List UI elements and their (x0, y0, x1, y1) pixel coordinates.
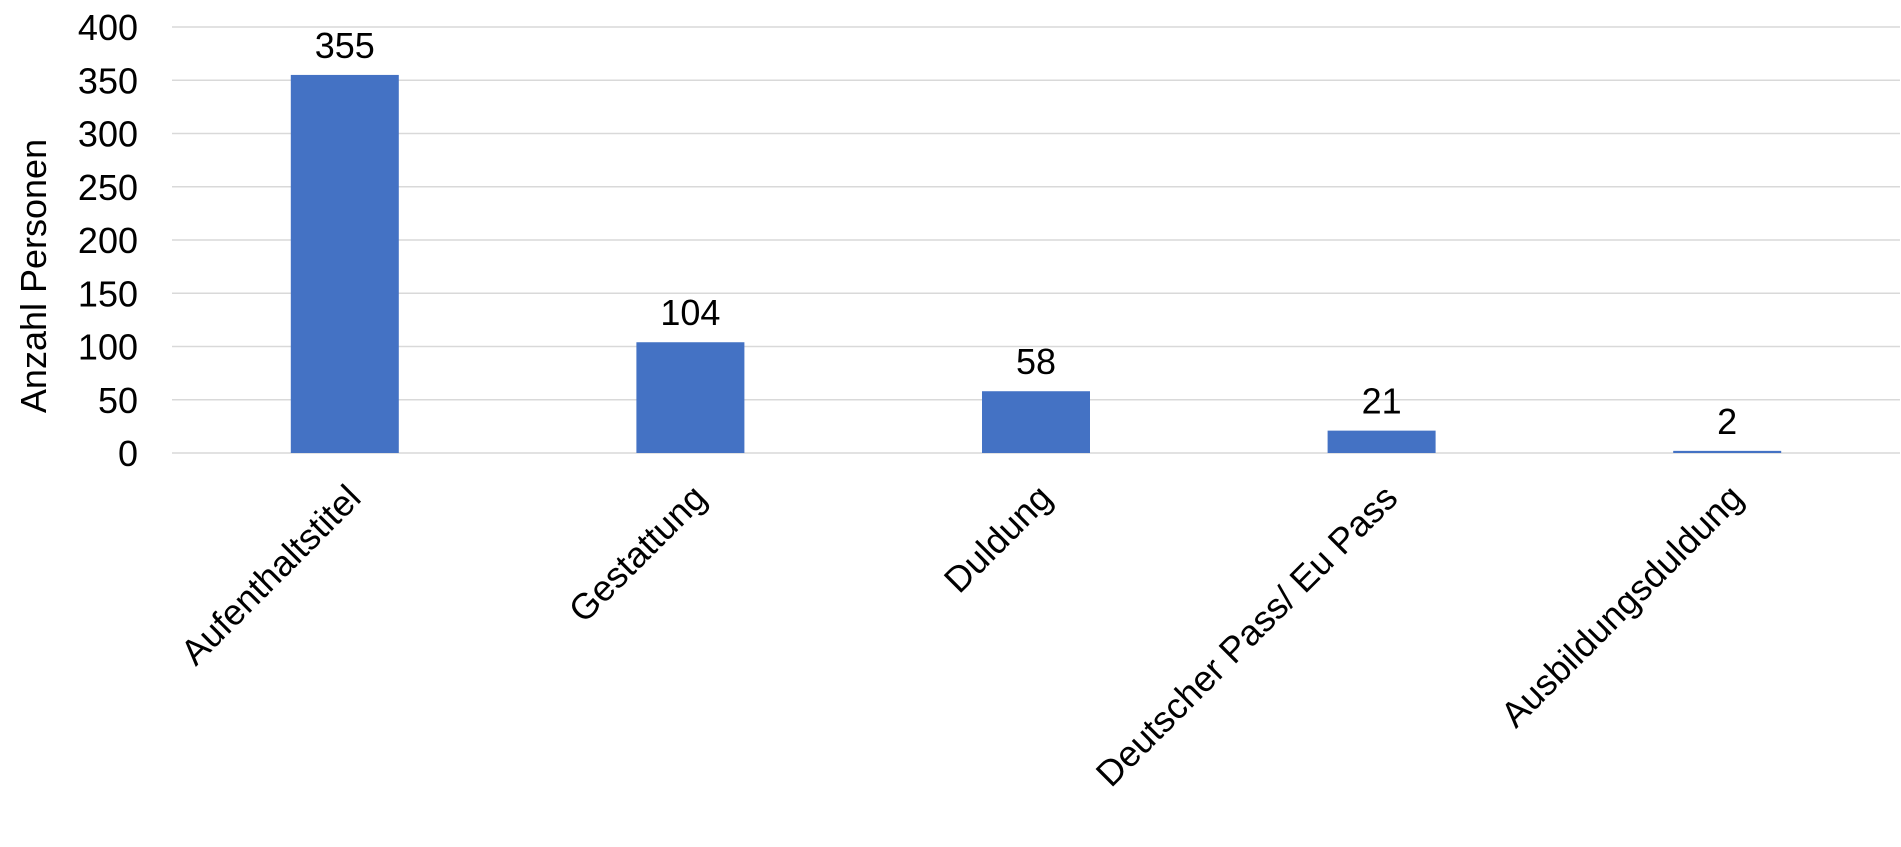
category-label: Gestattung (561, 477, 715, 631)
y-tick-label: 100 (78, 327, 138, 368)
data-labels: 355 104 58 21 2 (315, 25, 1737, 442)
category-label: Aufenthaltstitel (172, 477, 368, 673)
category-labels: Aufenthaltstitel Gestattung Duldung Deutsch… (172, 477, 1750, 795)
category-label: Duldung (936, 477, 1060, 601)
y-tick-labels: 0 50 100 150 200 250 300 350 400 (78, 7, 138, 474)
category-label: Deutscher Pass/ Eu Pass (1088, 477, 1406, 795)
bar (290, 74, 399, 454)
y-tick-label: 400 (78, 7, 138, 48)
data-label: 355 (315, 25, 375, 66)
y-tick-label: 50 (98, 380, 138, 421)
y-tick-label: 250 (78, 167, 138, 208)
data-label: 21 (1362, 381, 1402, 422)
y-tick-label: 300 (78, 114, 138, 155)
bars (290, 74, 1782, 454)
data-label: 58 (1016, 341, 1056, 382)
y-tick-label: 350 (78, 60, 138, 101)
bar (1673, 450, 1782, 453)
y-tick-label: 200 (78, 220, 138, 261)
bar (1327, 430, 1436, 453)
y-axis-label: Anzahl Personen (13, 139, 54, 413)
bar (636, 342, 745, 453)
bar (982, 391, 1090, 453)
y-tick-label: 150 (78, 273, 138, 314)
gridlines (172, 26, 1900, 454)
y-tick-label: 0 (118, 433, 138, 474)
data-label: 104 (660, 292, 720, 333)
category-label: Ausbildungsduldung (1493, 477, 1751, 735)
data-label: 2 (1717, 401, 1737, 442)
